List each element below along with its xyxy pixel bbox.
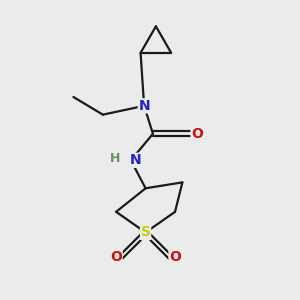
Text: O: O xyxy=(110,250,122,265)
Text: H: H xyxy=(110,152,120,165)
Text: N: N xyxy=(130,153,141,167)
Text: O: O xyxy=(191,127,203,141)
Text: O: O xyxy=(169,250,181,265)
Text: N: N xyxy=(138,99,150,113)
Text: S: S xyxy=(141,225,151,239)
